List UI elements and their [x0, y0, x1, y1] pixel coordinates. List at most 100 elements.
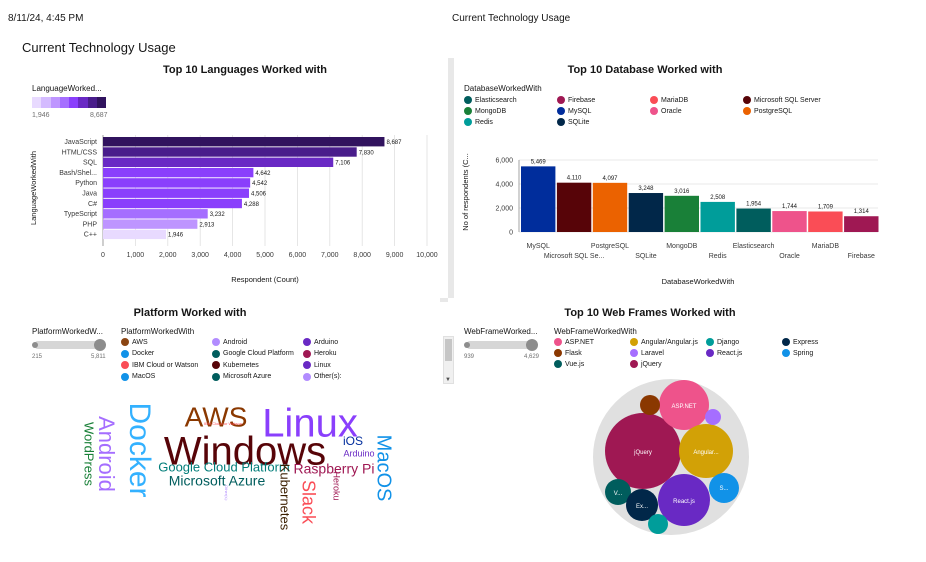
database-bar [700, 201, 735, 232]
wf-legend-item[interactable]: React.js [706, 349, 742, 357]
plat-legend-item[interactable]: Android [212, 338, 247, 346]
bubble-jquery[interactable] [605, 413, 681, 489]
legend-swatch [212, 372, 220, 381]
timestamp: 8/11/24, 4:45 PM [8, 13, 84, 24]
bubble-angular[interactable] [679, 424, 733, 478]
plat-legend-item[interactable]: Linux [303, 361, 331, 369]
plat-legend-item[interactable]: Microsoft Azure [212, 372, 272, 381]
legend-label: React.js [717, 349, 743, 357]
plat-legend-item[interactable]: Google Cloud Platform [212, 349, 294, 358]
x-tick-label: 1,000 [127, 252, 145, 259]
wf-legend-item[interactable]: Django [706, 338, 739, 346]
language-category-label: TypeScript [64, 211, 97, 218]
database-legend-item[interactable]: Elasticsearch [464, 96, 517, 104]
language-bar [103, 147, 357, 157]
webframe-slider-min-handle[interactable] [464, 342, 470, 348]
legend-label: Redis [475, 118, 493, 126]
database-legend-item[interactable]: MariaDB [650, 96, 688, 104]
legend-swatch [303, 361, 311, 369]
legend-label: Other(s): [314, 373, 342, 380]
language-category-label: C++ [84, 232, 97, 239]
y-tick-label: 4,000 [495, 182, 513, 189]
scrollbar-thumb[interactable] [445, 339, 452, 361]
wf-legend-item[interactable]: Vue.js [554, 360, 584, 368]
plat-legend-item[interactable]: MacOS [121, 372, 155, 381]
database-y-axis-label: No of respondents (C... [461, 153, 470, 231]
webframe-legend-title: WebFrameWorkedWith [554, 327, 637, 336]
bubble-label-aspnet: ASP.NET [672, 404, 697, 410]
platform-slider-max-handle[interactable] [94, 339, 106, 351]
platform-range-slider[interactable] [32, 339, 106, 351]
wf-legend-item[interactable]: Express [782, 338, 818, 346]
language-value-label: 1,946 [168, 233, 184, 239]
plat-legend-item[interactable]: Kubernetes [212, 361, 259, 369]
database-bar [664, 195, 699, 232]
database-legend-item[interactable]: SQLite [557, 118, 589, 126]
language-bar [103, 167, 254, 178]
bubble-aspnet[interactable] [659, 380, 709, 430]
x-tick-label: 0 [101, 252, 105, 259]
database-bar [628, 193, 664, 232]
wf-legend-item[interactable]: Angular/Angular.js [630, 338, 698, 346]
wf-legend-item[interactable]: jQuery [630, 360, 662, 368]
database-legend-item[interactable]: Microsoft SQL Server [743, 96, 821, 104]
legend-label: Kubernetes [223, 361, 259, 369]
x-tick-label: 2,000 [159, 252, 177, 259]
wf-legend-item[interactable]: Flask [554, 349, 582, 357]
wf-legend-item[interactable]: Spring [782, 349, 813, 357]
bubble-flask[interactable] [640, 395, 660, 415]
language-category-label: JavaScript [64, 139, 97, 146]
webframe-bubble-chart: ASP.NET jQuery Angular... React.js S... … [593, 379, 749, 535]
plat-legend-item[interactable]: Other(s): [303, 372, 342, 381]
platform-slider-min-handle[interactable] [32, 342, 38, 348]
database-legend-item[interactable]: Redis [464, 118, 493, 126]
legend-label: Linux [314, 361, 331, 369]
database-legend-item[interactable]: MySQL [557, 107, 591, 115]
word-cloud-word: Other(s): [224, 485, 229, 501]
language-value-label: 4,506 [251, 192, 267, 198]
plat-legend-item[interactable]: Docker [121, 349, 154, 358]
word-cloud-word: Microsoft Azure [169, 473, 266, 489]
webframe-chart-title: Top 10 Web Frames Worked with [564, 307, 736, 319]
platform-legend-scrollbar[interactable]: ▼ [443, 336, 454, 384]
word-cloud-word: Kubernetes [278, 464, 293, 531]
legend-swatch [706, 338, 714, 346]
legend-label: MySQL [568, 107, 592, 115]
legend-swatch [303, 349, 311, 358]
wf-legend-item[interactable]: Laravel [630, 349, 664, 357]
legend-swatch [554, 338, 562, 346]
bubble-spring[interactable] [709, 473, 739, 503]
bubble-vue[interactable] [605, 479, 631, 505]
language-value-label: 7,106 [335, 161, 351, 167]
languages-legend-title: LanguageWorked... [32, 84, 102, 93]
language-bar [103, 178, 251, 188]
webframe-range-slider[interactable] [464, 339, 538, 351]
bubble-laravel[interactable] [705, 409, 721, 425]
word-cloud-word: Slack [298, 480, 318, 525]
plat-legend-item[interactable]: IBM Cloud or Watson [121, 361, 198, 369]
bubble-django[interactable] [648, 514, 668, 534]
language-category-label: SQL [83, 160, 97, 167]
bubble-react[interactable] [658, 474, 710, 526]
database-legend-item[interactable]: Oracle [650, 107, 682, 115]
legend-label: Microsoft Azure [223, 373, 272, 380]
database-bar [808, 211, 843, 232]
plat-legend-item[interactable]: Arduino [303, 338, 338, 346]
database-value-label: 4,110 [567, 176, 582, 182]
database-legend-item[interactable]: MongoDB [464, 107, 506, 115]
legend-swatch [121, 338, 129, 346]
language-value-label: 4,288 [244, 202, 260, 208]
plat-legend-item[interactable]: Heroku [303, 349, 337, 358]
database-legend-item[interactable]: PostgreSQL [743, 107, 792, 115]
webframe-slider-max-handle[interactable] [526, 339, 538, 351]
scroll-down-icon[interactable]: ▼ [445, 377, 451, 383]
x-tick-label: 9,000 [386, 252, 404, 259]
legend-label: Elasticsearch [475, 96, 517, 104]
database-category-label: Microsoft SQL Se... [544, 253, 604, 260]
wf-legend-item[interactable]: ASP.NET [554, 338, 594, 346]
database-legend-item[interactable]: Firebase [557, 96, 595, 104]
bubble-express[interactable] [626, 489, 658, 521]
legend-label: Google Cloud Platform [223, 350, 294, 357]
plat-legend-item[interactable]: AWS [121, 338, 148, 346]
languages-scale-max: 8,687 [90, 112, 108, 119]
